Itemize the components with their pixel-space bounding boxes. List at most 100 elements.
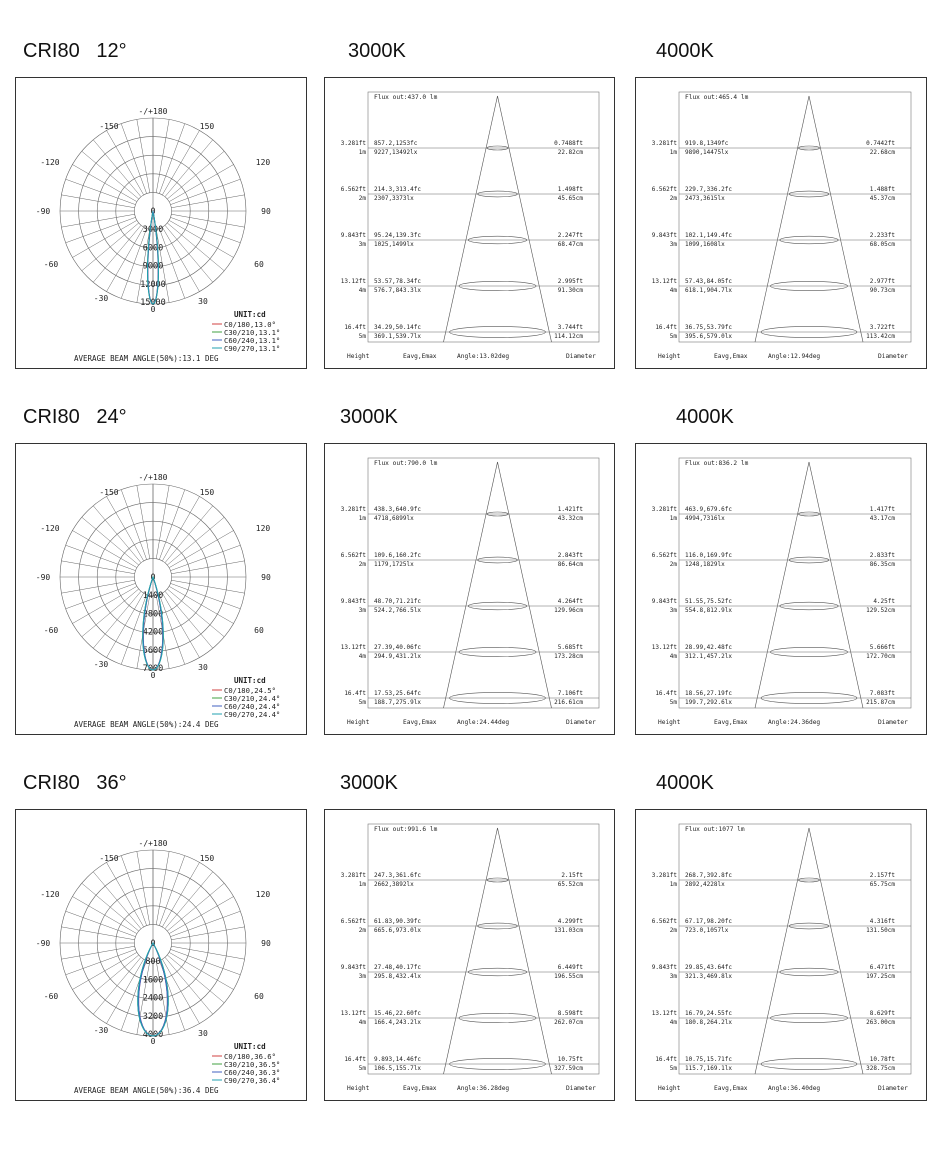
polar-grid-spoke [159,594,186,665]
illuminance-lx: 106.5,155.7lx [374,1065,421,1072]
cone-angle-label: Angle:24.44deg [457,719,509,726]
polar-grid-spoke [159,228,186,299]
diameter-ft: 2.833ft [870,552,896,559]
polar-grid-spoke [72,530,138,568]
flux-out-label: Flux out:991.6 lm [374,826,438,833]
cone-frame [367,823,600,1075]
diameter-cm: 45.65cm [558,195,584,202]
flux-out-label: Flux out:1077 lm [685,826,745,833]
distance-m: 4m [359,1019,367,1026]
illuminance-lx: 524.2,766.5lx [374,607,421,614]
diameter-ft: 8.598ft [558,1010,584,1017]
angle-label: 90 [261,573,271,582]
diameter-cm: 262.07cm [554,1019,583,1026]
diameter-ft: 6.449ft [558,964,584,971]
distance-ft: 3.281ft [341,140,367,147]
distance-ft: 16.4ft [655,1056,677,1063]
polar-grid-spoke [170,583,241,610]
cct-header: 4000K [656,772,714,794]
diameter-ft: 10.75ft [558,1056,584,1063]
polar-grid-spoke [136,851,151,925]
beam-spot-ellipse [486,877,509,883]
illuminance-lx: 4718,6899lx [374,515,414,522]
illuminance-fc: 95.24,139.3fc [374,232,421,239]
polar-grid-spoke [61,945,135,960]
diameter-ft: 4.264ft [558,598,584,605]
beam-spot-ellipse [458,647,537,658]
diameter-ft: 0.7488ft [554,140,583,147]
angle-label: 30 [198,297,208,306]
polar-grid-spoke [167,883,225,932]
beam-spot-ellipse [486,145,509,151]
legend-entry: C60/240,24.4° [224,702,280,711]
distance-ft: 3.281ft [341,506,367,513]
legend-entry: C30/210,13.1° [224,328,280,337]
cone-edge [497,95,552,343]
cct-header: 3000K [340,772,398,794]
illuminance-fc: 15.46,22.60fc [374,1010,421,1017]
angle-label: 0 [151,305,156,314]
unit-label: UNIT:cd [234,676,266,685]
polar-grid-spoke [106,226,144,292]
diameter-cm: 43.17cm [870,515,896,522]
diameter-ft: 4.299ft [558,918,584,925]
cone-frame [678,823,912,1075]
polar-grid-spoke [93,957,142,1015]
illuminance-lx: 294.9,431.2lx [374,653,421,660]
diameter-ft: 0.7442ft [866,140,895,147]
distance-m: 2m [359,195,367,202]
illuminance-lx: 115.7,169.1lx [685,1065,732,1072]
polar-grid-spoke [120,855,147,926]
legend-entry: C0/180,24.5° [224,686,276,695]
diameter-cm: 45.37cm [870,195,896,202]
polar-grid-spoke [61,213,135,228]
angle-label: -120 [40,890,59,899]
intensity-curve [137,941,169,1037]
diameter-cm: 65.75cm [870,881,896,888]
diameter-ft: 4.316ft [870,918,896,925]
distance-m: 1m [359,149,367,156]
intensity-tick-label: 1600 [143,975,163,985]
illuminance-lx: 1179,1725lx [374,561,414,568]
distance-m: 4m [359,287,367,294]
beam-spot-ellipse [770,647,848,658]
polar-grid-spoke [61,926,135,941]
polar-grid-spoke [164,957,213,1015]
diameter-cm: 131.50cm [866,927,895,934]
distance-ft: 9.843ft [341,964,367,971]
angle-label: -30 [94,1026,109,1035]
polar-grid-spoke [155,229,170,303]
distance-m: 2m [670,561,678,568]
column-eavg-label: Eavg,Emax [714,719,748,726]
distance-ft: 6.562ft [652,918,678,925]
diameter-cm: 196.55cm [554,973,583,980]
polar-grid-spoke [162,130,200,196]
polar-grid-spoke [72,586,138,624]
distance-ft: 9.843ft [652,964,678,971]
cct-header: 3000K [340,406,398,428]
column-height-label: Height [658,719,681,726]
beam-spot-ellipse [467,235,528,245]
intensity-tick-label: 4200 [143,628,163,638]
distance-m: 4m [670,1019,678,1026]
polar-grid-spoke [164,225,213,283]
polar-grid-spoke [171,945,245,960]
illuminance-lx: 1025,1499lx [374,241,414,248]
illuminance-lx: 188.7,275.9lx [374,699,421,706]
polar-grid-spoke [159,489,186,560]
polar-grid-spoke [93,505,142,563]
legend-entry: C60/240,36.3° [224,1068,280,1077]
polar-grid-spoke [162,862,200,928]
distance-ft: 9.843ft [652,598,678,605]
illuminance-fc: 27.48,40.17fc [374,964,421,971]
angle-label: 150 [200,122,215,131]
illuminance-fc: 61.83,90.39fc [374,918,421,925]
distance-m: 5m [359,1065,367,1072]
cone-edge [808,461,864,709]
polar-grid-spoke [164,505,213,563]
diameter-ft: 3.722ft [870,324,896,331]
distance-m: 5m [670,699,678,706]
polar-grid-spoke [120,594,147,665]
diameter-cm: 215.87cm [866,699,895,706]
polar-grid-spoke [168,586,234,624]
